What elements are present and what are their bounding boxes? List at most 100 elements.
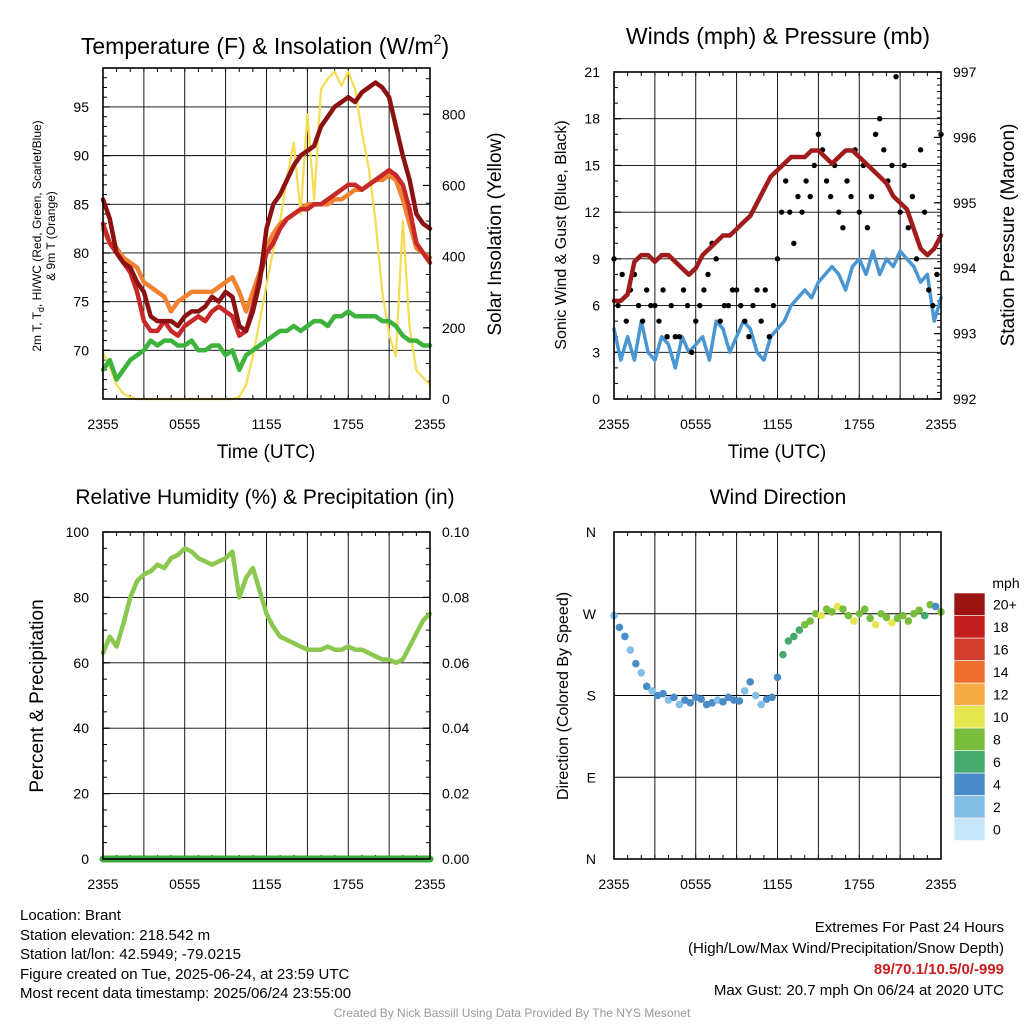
direction-point [751,691,760,700]
winds-y2tick-label: 995 [953,195,977,211]
colorbar-label: 6 [993,754,1001,770]
temperature-ytick-label: 90 [73,148,89,164]
winds-ytick-label: 3 [592,344,600,360]
colorbar-swatch [953,637,986,661]
gust-point [697,302,703,309]
direction-xtick-label: 1155 [762,876,792,892]
winds-ytick-label: 18 [584,111,600,127]
humidity-panel: Relative Humidity (%) & Precipitation (i… [27,486,469,892]
gust-point [823,178,830,184]
gust-point [934,271,940,278]
humidity-y2tick-label: 0.00 [442,851,469,867]
gust-point [750,302,756,309]
humidity-title: Relative Humidity (%) & Precipitation (i… [75,486,454,509]
gust-point [778,209,785,215]
gust-point [921,209,928,215]
winds-xtick-label: 1755 [844,416,875,432]
temperature-title: Temperature (F) & Insolation (W/m2) [81,31,449,59]
direction-point [659,689,667,698]
gust-point [758,318,764,324]
colorbar-swatch [953,660,986,684]
direction-point [670,693,678,702]
humidity-ylabel: Percent & Precipitation [27,599,48,792]
extremes-title: Extremes For Past 24 Hours [814,919,1004,936]
humidity-ytick-label: 40 [73,720,89,736]
temperature-ytick-label: 70 [73,342,89,358]
temperature-xtick-label: 2355 [87,416,118,432]
colorbar-label: 12 [993,686,1009,702]
direction-point [790,632,798,641]
humidity-ytick-label: 60 [73,655,89,671]
gust-point [876,116,883,122]
gust-point [864,225,871,231]
temperature-y2tick-label: 400 [442,249,466,265]
series-dew [100,309,433,382]
direction-point [648,687,656,695]
colorbar-swatch [953,750,986,774]
gust-point [791,240,797,246]
station-latlon: Station lat/lon: 42.5949; -79.0215 [20,946,242,963]
temperature-xtick-label: 1755 [333,416,364,432]
gust-point [803,178,809,184]
gust-point [656,318,662,324]
colorbar-swatch [953,705,986,729]
direction-ytick-label: S [587,688,596,704]
temperature-plot: 2355 0555 1155 1755 2355 70 75 80 85 90 95 0 200 400 6… [73,67,466,432]
gust-point [619,271,625,278]
colorbar-swatch [953,772,986,796]
gust-point [795,193,801,200]
winds-xtick-label: 2355 [925,416,956,432]
gust-point [770,302,777,309]
temperature-panel: Temperature (F) & Insolation (W/m2) 2355… [30,31,506,463]
direction-xtick-label: 2355 [598,876,629,892]
gust-point [881,147,887,153]
max-gust: Max Gust: 20.7 mph On 06/24 at 2020 UTC [713,982,1004,999]
series-rh [100,546,433,666]
direction-point [800,620,809,629]
gust-point [856,209,862,215]
direction-point [697,695,705,703]
gust-point [693,318,699,324]
direction-point [844,611,853,620]
direction-title: Wind Direction [710,486,847,509]
series-temp [100,80,433,334]
direction-point [899,611,907,620]
gust-point [680,287,687,293]
winds-ytick-label: 15 [584,157,600,173]
gust-point [913,256,920,262]
winds-ytick-label: 9 [592,251,600,267]
winds-plot: 2355 0555 1155 1755 2355 0 3 6 9 12 15 18 21 992 993 99… [584,64,976,432]
direction-point [784,637,793,645]
colorbar-label: 10 [993,709,1009,725]
gust-point [848,193,854,200]
gust-point [652,302,658,309]
winds-xlabel: Time (UTC) [728,442,827,463]
temperature-ytick-label: 75 [73,294,89,310]
colorbar-label: 18 [993,619,1009,635]
gust-point [644,287,650,293]
winds-xtick-label: 0555 [680,416,711,432]
winds-y2label: Station Pressure (Maroon) [998,124,1019,347]
direction-point [931,602,940,611]
direction-point [719,698,727,706]
gust-point [615,302,621,309]
direction-point [817,611,825,620]
direction-ytick-label: W [583,606,597,622]
direction-point [741,687,749,695]
winds-y2tick-label: 994 [953,260,977,276]
temperature-y2label: Solar Insolation (Yellow) [485,132,506,335]
direction-point [888,619,896,627]
gust-point [774,256,781,262]
credit-line: Created By Nick Bassill Using Data Provi… [333,1006,691,1020]
station-info: Location: Brant Station elevation: 218.5… [20,906,351,1004]
temperature-plot-border [102,67,431,400]
gust-point [815,131,822,137]
direction-point [904,617,913,625]
humidity-ytick-label: 100 [66,524,90,540]
winds-panel: Winds (mph) & Pressure (mb) 2355 0555 1155… [553,23,1019,463]
colorbar-label: 4 [993,776,1001,792]
direction-point [642,682,651,691]
direction-point [871,620,880,629]
